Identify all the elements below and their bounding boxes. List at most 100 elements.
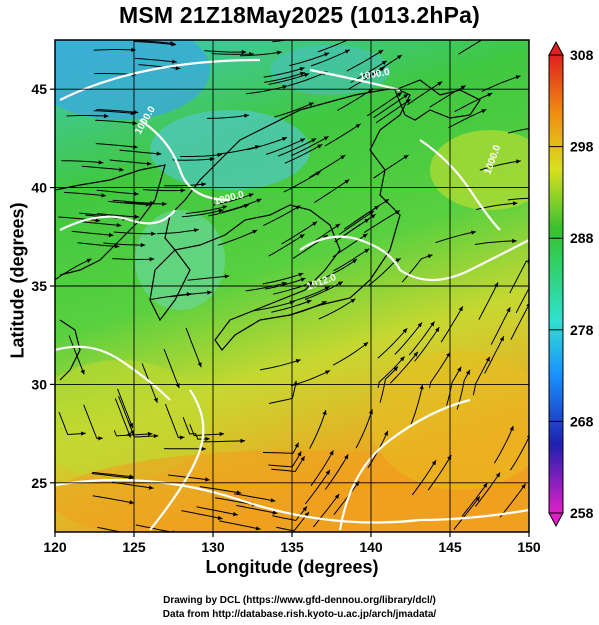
x-tick-label: 150 (517, 539, 541, 555)
streamline (509, 260, 529, 294)
streamline-arrow (180, 188, 186, 193)
streamline-arrow (98, 436, 103, 441)
streamline-arrow (282, 84, 288, 90)
streamline-arrow (217, 515, 223, 520)
gridlines (55, 40, 529, 532)
streamline-arrow (306, 299, 312, 304)
streamline-arrow (403, 155, 409, 160)
streamline (346, 49, 384, 72)
streamline (333, 248, 370, 272)
streamline (77, 242, 120, 248)
streamline-arrow (417, 322, 422, 328)
streamline (245, 282, 287, 292)
streamline-arrow (325, 370, 330, 375)
chart-title: MSM 21Z18May2025 (1013.2hPa) (118, 2, 480, 28)
streamline-arrow (393, 366, 398, 372)
streamline-arrow (175, 65, 181, 71)
streamline-arrow (446, 352, 451, 358)
streamline-arrow (362, 233, 368, 238)
streamline (313, 493, 340, 528)
streamline (454, 92, 493, 113)
streamline-arrow (219, 431, 225, 437)
streamline (58, 411, 86, 436)
streamline-arrow (119, 167, 124, 172)
credit-dcl: Drawing by DCL (https://www.gfd-dennou.o… (163, 595, 436, 606)
streamline (283, 171, 321, 193)
streamline-arrow (352, 36, 357, 40)
colorbar-tick-label: 298 (570, 139, 594, 155)
streamline-arrow (344, 179, 350, 184)
streamline-arrow (334, 494, 340, 499)
streamline-arrow (209, 157, 215, 162)
streamline (164, 183, 207, 187)
streamline-arrow (324, 286, 330, 291)
streamline (262, 442, 300, 454)
streamline-arrow (201, 182, 207, 187)
streamline-arrow (101, 193, 106, 198)
streamline (199, 486, 242, 494)
streamline-arrow (344, 49, 350, 54)
streamline-arrow (300, 138, 306, 143)
x-axis-title: Longitude (degrees) (205, 557, 379, 577)
streamline (373, 93, 409, 119)
streamline (81, 165, 124, 171)
colorbar-tick-label: 278 (570, 322, 594, 338)
streamline-arrow (329, 450, 334, 456)
streamline (112, 258, 155, 261)
streamline (479, 160, 521, 171)
streamline (377, 327, 408, 359)
streamline (259, 359, 301, 371)
streamline (410, 384, 423, 426)
streamline-arrow (324, 52, 330, 57)
streamline (401, 254, 433, 283)
streamline-arrow (435, 327, 440, 333)
streamline-arrow (315, 171, 321, 176)
streamline-arrow (485, 356, 490, 362)
streamline (474, 240, 517, 245)
y-tick-label: 45 (31, 81, 47, 97)
streamline (310, 450, 334, 487)
streamline (276, 511, 310, 532)
streamline-arrow (413, 351, 418, 357)
streamline-arrow (95, 218, 101, 223)
streamline-arrow (509, 425, 514, 431)
streamline (263, 205, 301, 227)
streamline-arrow (515, 75, 521, 80)
streamline-arrow (151, 231, 156, 236)
streamline-arrow (370, 214, 376, 219)
streamline-arrow (201, 446, 206, 451)
streamline-arrow (98, 160, 104, 165)
streamline-arrow (419, 384, 424, 390)
streamline-arrow (325, 469, 330, 475)
streamline (118, 396, 135, 436)
streamline-arrow (80, 369, 85, 375)
streamline (109, 159, 152, 165)
streamline-arrow (397, 55, 402, 60)
streamline (493, 425, 514, 464)
streamline-arrow (240, 438, 246, 444)
streamline-arrow (224, 274, 230, 279)
streamline (185, 205, 228, 214)
streamline (277, 138, 317, 157)
streamline-arrow (363, 342, 369, 347)
streamline (366, 54, 403, 79)
streamline (290, 286, 330, 303)
streamline (363, 210, 401, 234)
x-tick-label: 145 (438, 539, 462, 555)
streamline-arrow (153, 397, 158, 403)
streamline-arrow (145, 202, 151, 207)
streamline (180, 153, 223, 157)
streamline (268, 380, 297, 404)
streamline-arrow (304, 512, 309, 517)
streamline-arrow (248, 193, 254, 198)
streamline-arrow (207, 290, 212, 295)
streamline (333, 480, 360, 516)
streamline (96, 109, 139, 113)
streamline (207, 114, 249, 119)
streamline-arrow (172, 59, 177, 64)
y-axis: 25 30 35 40 45 (31, 81, 55, 491)
streamline (406, 81, 443, 106)
x-tick-label: 130 (201, 539, 225, 555)
colorbar-tick-label: 258 (570, 505, 594, 521)
streamline-arrow (129, 423, 134, 428)
